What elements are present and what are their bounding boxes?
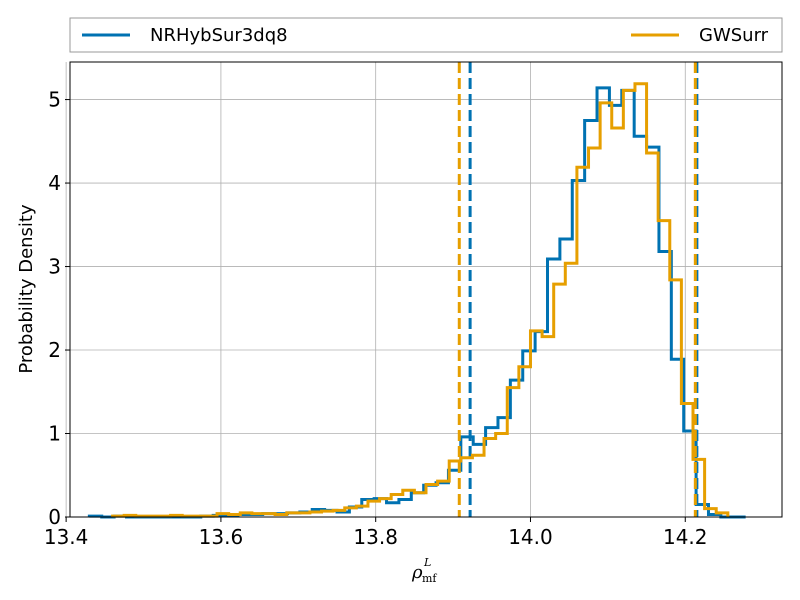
y-tick-label: 4	[48, 171, 61, 195]
y-axis-label: Probability Density	[16, 204, 37, 374]
y-tick-label: 1	[48, 422, 61, 446]
x-axis-label-superscript: L	[423, 556, 431, 569]
y-tick-label: 2	[48, 338, 61, 362]
legend-label-nrhybsur3dq8: NRHybSur3dq8	[150, 25, 288, 46]
plot-area	[87, 62, 746, 519]
axes-frame	[69, 61, 783, 518]
x-tick-label: 13.6	[199, 525, 244, 549]
x-tick-label: 13.8	[353, 525, 398, 549]
y-axis-ticks: 0 1 2 3 4 5	[48, 88, 70, 529]
histogram-step-gwsurr	[111, 82, 730, 518]
x-tick-label: 13.4	[44, 525, 89, 549]
legend: NRHybSur3dq8 GWSurr	[69, 17, 783, 53]
y-tick-label: 3	[48, 255, 61, 279]
y-tick-label: 0	[48, 505, 61, 529]
x-tick-label: 14.2	[663, 525, 708, 549]
x-axis-ticks: 13.4 13.6 13.8 14.0 14.2	[44, 517, 708, 549]
x-axis-label: ρ	[411, 562, 423, 583]
x-tick-label: 14.0	[508, 525, 553, 549]
y-tick-label: 5	[48, 88, 61, 112]
x-axis-label-subscript: mf	[422, 572, 437, 585]
grid-lines	[65, 62, 782, 518]
legend-label-gwsurr: GWSurr	[699, 25, 769, 46]
